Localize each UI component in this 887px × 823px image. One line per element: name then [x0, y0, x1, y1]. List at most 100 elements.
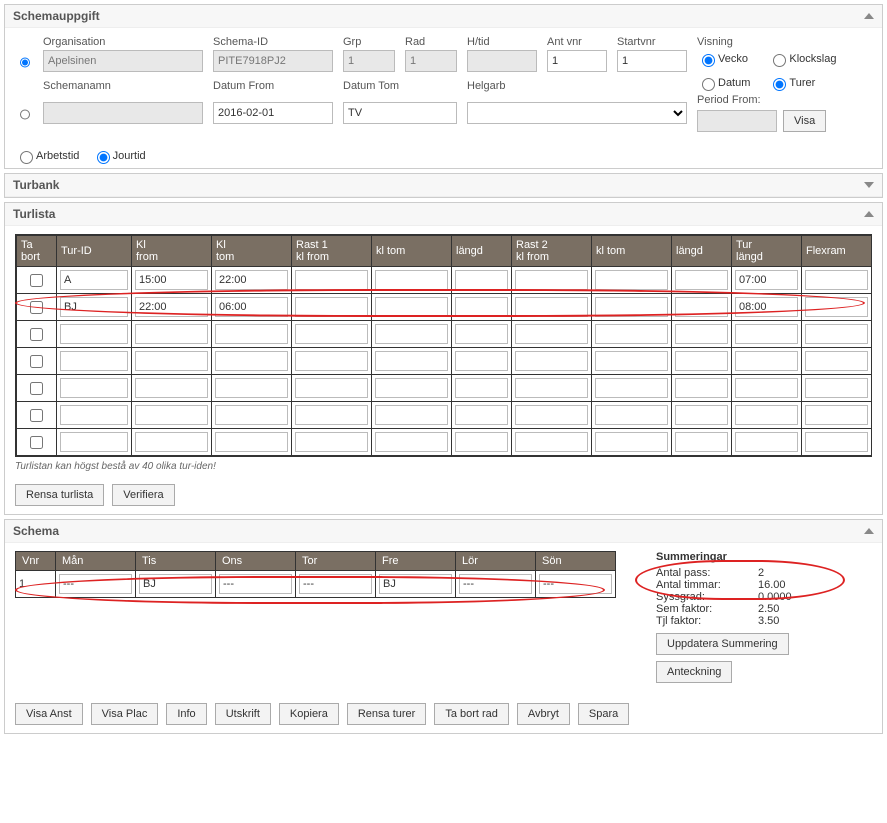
turlista-cell-turlangd[interactable] — [735, 270, 798, 290]
turlista-cell-turid[interactable] — [60, 270, 128, 290]
collapse-icon[interactable] — [864, 211, 874, 217]
avbryt-button[interactable]: Avbryt — [517, 703, 570, 725]
turlista-cell-r1f[interactable] — [295, 297, 368, 317]
datumtom-field[interactable] — [343, 102, 457, 124]
organisation-field[interactable] — [43, 50, 203, 72]
turlista-cell-klfrom[interactable] — [135, 378, 208, 398]
turlista-cell-turid[interactable] — [60, 432, 128, 452]
turlista-cell-klfrom[interactable] — [135, 432, 208, 452]
tabort-checkbox[interactable] — [30, 328, 43, 341]
radio-datum-wrap[interactable]: Datum — [697, 75, 750, 91]
turlista-cell-r2t[interactable] — [595, 324, 668, 344]
turlista-cell-r2t[interactable] — [595, 432, 668, 452]
turlista-cell-flex[interactable] — [805, 432, 868, 452]
turlista-cell-kltom[interactable] — [215, 297, 288, 317]
verifiera-button[interactable]: Verifiera — [112, 484, 174, 506]
expand-icon[interactable] — [864, 182, 874, 188]
turlista-cell-kltom[interactable] — [215, 378, 288, 398]
radio-jourtid[interactable] — [97, 151, 110, 164]
tabort-checkbox[interactable] — [30, 409, 43, 422]
turlista-cell-turid[interactable] — [60, 351, 128, 371]
spara-button[interactable]: Spara — [578, 703, 629, 725]
tabort-checkbox[interactable] — [30, 355, 43, 368]
turlista-cell-r2l[interactable] — [675, 297, 728, 317]
tabort-checkbox[interactable] — [30, 301, 43, 314]
tabort-checkbox[interactable] — [30, 436, 43, 449]
tabort-checkbox[interactable] — [30, 382, 43, 395]
turlista-cell-flex[interactable] — [805, 378, 868, 398]
turlista-cell-r1l[interactable] — [455, 324, 508, 344]
turlista-cell-r1l[interactable] — [455, 405, 508, 425]
turlista-cell-r1l[interactable] — [455, 297, 508, 317]
turlista-cell-r1f[interactable] — [295, 432, 368, 452]
turlista-cell-r2f[interactable] — [515, 324, 588, 344]
turlista-cell-turid[interactable] — [60, 297, 128, 317]
turlista-cell-r2l[interactable] — [675, 351, 728, 371]
turlista-cell-r2t[interactable] — [595, 351, 668, 371]
tabort-checkbox[interactable] — [30, 274, 43, 287]
antvnr-field[interactable] — [547, 50, 607, 72]
turlista-cell-r2f[interactable] — [515, 378, 588, 398]
schema-cell-ons[interactable] — [219, 574, 292, 594]
ta-bort-rad-button[interactable]: Ta bort rad — [434, 703, 509, 725]
turlista-cell-r2f[interactable] — [515, 270, 588, 290]
turlista-cell-r1t[interactable] — [375, 351, 448, 371]
radio-arbetstid-wrap[interactable]: Arbetstid — [15, 150, 79, 162]
schema-cell-tor[interactable] — [299, 574, 372, 594]
turlista-cell-turid[interactable] — [60, 378, 128, 398]
turlista-cell-r1t[interactable] — [375, 270, 448, 290]
schema-cell-fre[interactable] — [379, 574, 452, 594]
rensa-turlista-button[interactable]: Rensa turlista — [15, 484, 104, 506]
turlista-cell-r2l[interactable] — [675, 405, 728, 425]
turlista-cell-r2f[interactable] — [515, 351, 588, 371]
turlista-cell-klfrom[interactable] — [135, 324, 208, 344]
turlista-cell-flex[interactable] — [805, 297, 868, 317]
turlista-cell-klfrom[interactable] — [135, 270, 208, 290]
turlista-cell-r1t[interactable] — [375, 297, 448, 317]
radio-datum[interactable] — [702, 78, 715, 91]
info-button[interactable]: Info — [166, 703, 206, 725]
radio-arbetstid[interactable] — [20, 151, 33, 164]
rad-field[interactable] — [405, 50, 457, 72]
turlista-cell-r2f[interactable] — [515, 405, 588, 425]
turlista-cell-kltom[interactable] — [215, 432, 288, 452]
radio-turer-wrap[interactable]: Turer — [768, 75, 836, 91]
turlista-cell-r2l[interactable] — [675, 324, 728, 344]
grp-field[interactable] — [343, 50, 395, 72]
turlista-cell-turlangd[interactable] — [735, 378, 798, 398]
turlista-cell-r1t[interactable] — [375, 432, 448, 452]
schema-cell-son[interactable] — [539, 574, 612, 594]
turlista-cell-klfrom[interactable] — [135, 351, 208, 371]
turlista-cell-kltom[interactable] — [215, 270, 288, 290]
visa-button[interactable]: Visa — [783, 110, 826, 132]
turlista-cell-r1f[interactable] — [295, 324, 368, 344]
turlista-cell-turlangd[interactable] — [735, 432, 798, 452]
turlista-cell-turlangd[interactable] — [735, 405, 798, 425]
turlista-cell-klfrom[interactable] — [135, 405, 208, 425]
schema-cell-mon[interactable] — [59, 574, 132, 594]
radio-row2[interactable] — [20, 108, 30, 121]
anteckning-button[interactable]: Anteckning — [656, 661, 732, 683]
turlista-cell-kltom[interactable] — [215, 405, 288, 425]
turlista-cell-r2t[interactable] — [595, 297, 668, 317]
turlista-cell-kltom[interactable] — [215, 324, 288, 344]
turlista-cell-kltom[interactable] — [215, 351, 288, 371]
turlista-cell-r1f[interactable] — [295, 351, 368, 371]
radio-turer[interactable] — [773, 78, 786, 91]
htid-field[interactable] — [467, 50, 537, 72]
turlista-cell-r2f[interactable] — [515, 432, 588, 452]
turlista-cell-r1f[interactable] — [295, 378, 368, 398]
radio-jourtid-wrap[interactable]: Jourtid — [92, 150, 146, 162]
radio-vecko[interactable] — [702, 54, 715, 67]
turlista-cell-r1l[interactable] — [455, 378, 508, 398]
schema-cell-lor[interactable] — [459, 574, 532, 594]
collapse-icon[interactable] — [864, 13, 874, 19]
startvnr-field[interactable] — [617, 50, 687, 72]
turlista-cell-r1f[interactable] — [295, 270, 368, 290]
radio-klockslag[interactable] — [773, 54, 786, 67]
turlista-cell-r2l[interactable] — [675, 270, 728, 290]
turlista-cell-turlangd[interactable] — [735, 297, 798, 317]
turlista-cell-r2t[interactable] — [595, 378, 668, 398]
turlista-cell-r2l[interactable] — [675, 378, 728, 398]
uppdatera-summering-button[interactable]: Uppdatera Summering — [656, 633, 789, 655]
